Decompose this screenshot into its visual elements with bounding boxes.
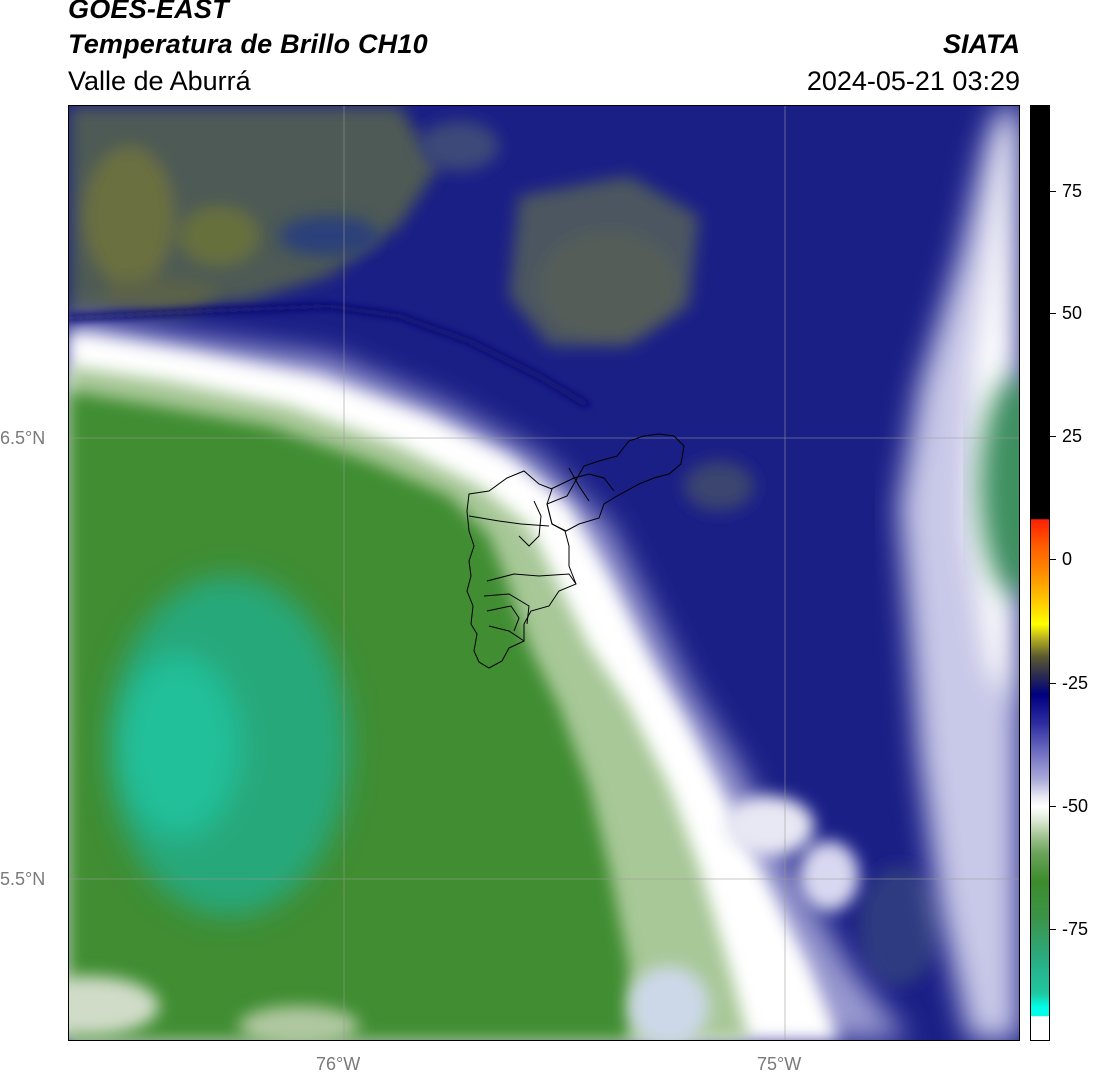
coastal-edge xyxy=(69,302,591,409)
colorbar-tick xyxy=(1050,191,1056,192)
colorbar-label-minus-75: -75 xyxy=(1062,919,1089,939)
colorbar xyxy=(1030,105,1050,1041)
lat-label-6-5n: 6.5°N xyxy=(0,428,46,448)
product-title: Temperatura de Brillo CH10 xyxy=(68,29,428,59)
warm-north-central-region xyxy=(279,176,699,346)
eastern-green-patch xyxy=(979,376,1019,596)
lon-label-75w: 75°W xyxy=(757,1054,802,1074)
colorbar-tick xyxy=(1050,559,1056,560)
colorbar-label-minus-25: -25 xyxy=(1062,673,1089,693)
lat-label-5-5n: 5.5°N xyxy=(0,869,46,889)
region-subtitle: Valle de Aburrá xyxy=(68,66,251,96)
satellite-title: GOES-EAST xyxy=(68,0,229,24)
map-canvas xyxy=(69,106,1019,1040)
colorbar-tick xyxy=(1050,436,1056,437)
datetime-label: 2024-05-21 03:29 xyxy=(806,66,1020,96)
warm-northwest-region xyxy=(69,106,439,316)
colorbar-label-75: 75 xyxy=(1062,181,1083,201)
colorbar-label-minus-50: -50 xyxy=(1062,796,1089,816)
municipal-boundaries xyxy=(466,433,685,669)
colorbar-label-0: 0 xyxy=(1062,549,1073,569)
colorbar-tick xyxy=(1050,929,1056,930)
colorbar-label-50: 50 xyxy=(1062,303,1083,323)
colorbar-tick xyxy=(1050,806,1056,807)
organization-label: SIATA xyxy=(943,29,1020,59)
colorbar-tick xyxy=(1050,683,1056,684)
brightness-temperature-map[interactable] xyxy=(68,105,1020,1041)
southern-pale-patches xyxy=(69,796,859,1040)
grey-patches xyxy=(419,121,939,986)
colorbar-tick xyxy=(1050,313,1056,314)
teal-warm-core xyxy=(109,576,349,916)
graticule xyxy=(69,106,1019,1040)
colorbar-label-25: 25 xyxy=(1062,426,1083,446)
lon-label-76w: 76°W xyxy=(316,1054,361,1074)
